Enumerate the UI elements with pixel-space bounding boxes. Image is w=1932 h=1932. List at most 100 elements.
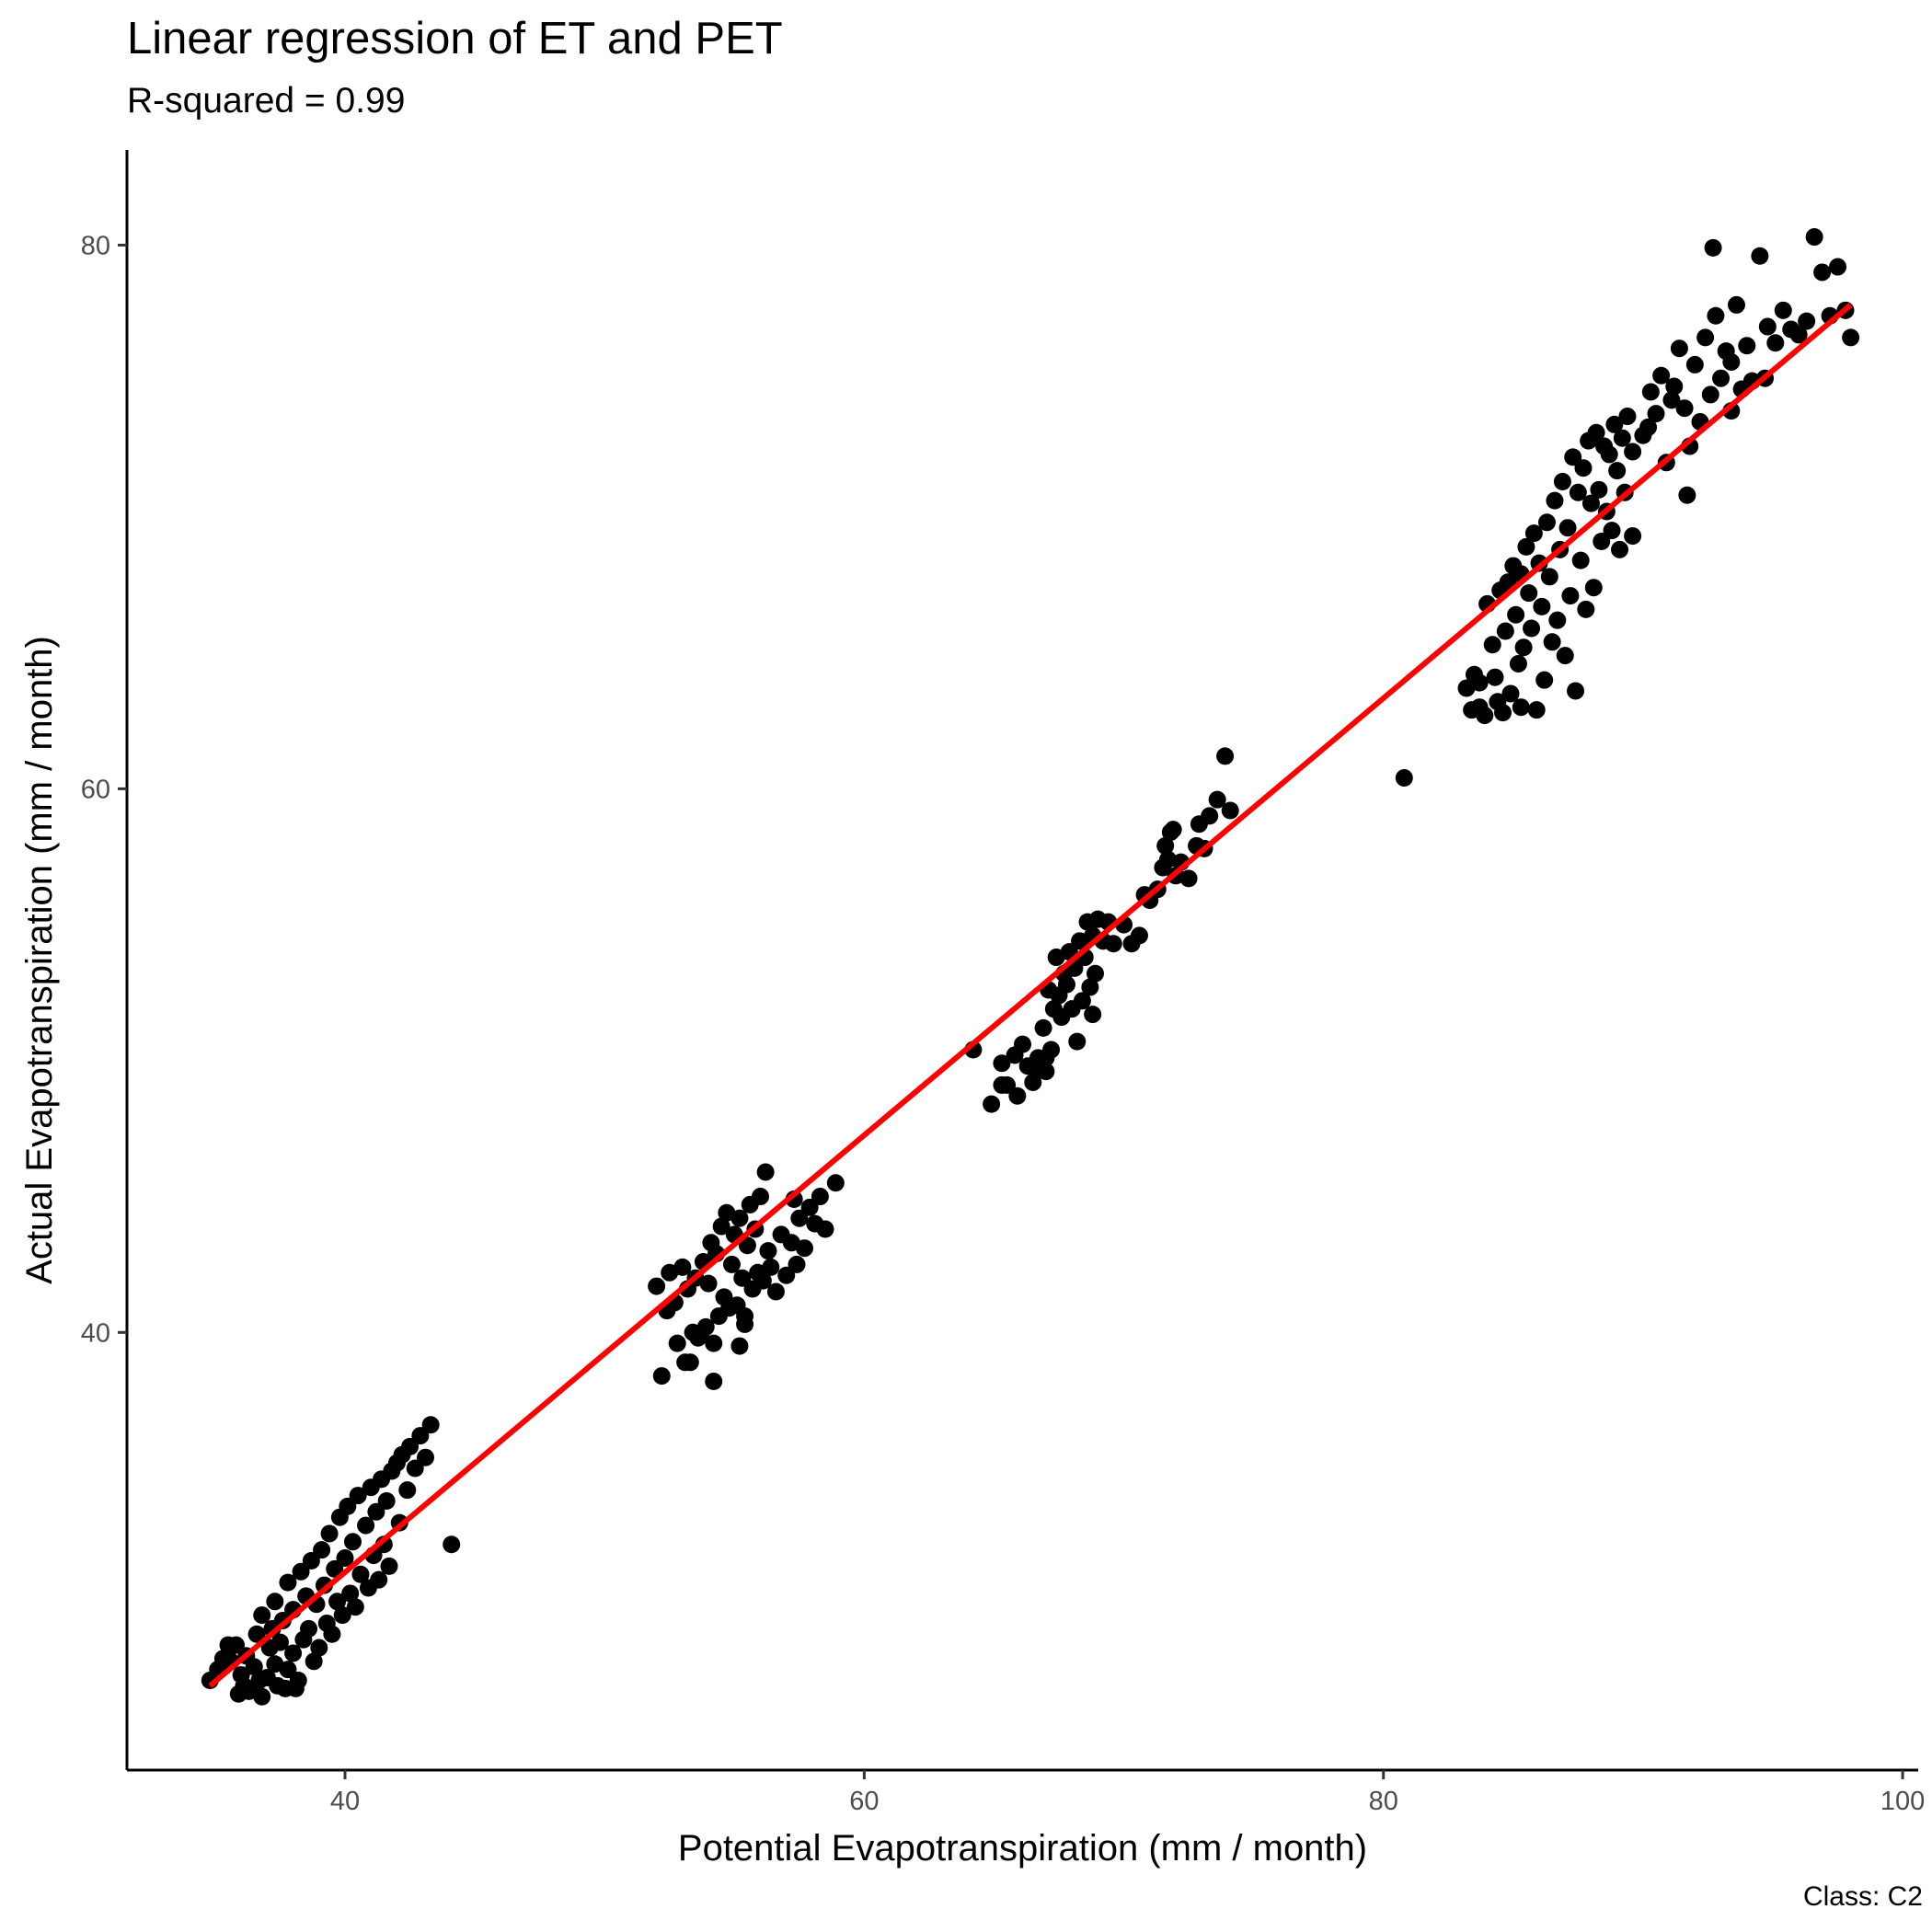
data-point — [286, 1679, 305, 1697]
data-point — [1798, 312, 1816, 330]
data-point — [443, 1535, 461, 1554]
data-point — [417, 1448, 434, 1466]
data-point — [250, 1671, 269, 1689]
data-point — [339, 1497, 357, 1515]
data-point — [766, 1282, 785, 1301]
x-tick-label: 100 — [1880, 1787, 1925, 1816]
data-point — [333, 1606, 351, 1625]
data-point — [1581, 494, 1600, 512]
data-point — [1766, 334, 1785, 352]
data-point — [1805, 228, 1823, 247]
data-point — [1738, 337, 1756, 355]
data-point — [756, 1163, 775, 1181]
data-point — [1535, 671, 1554, 689]
data-point — [1707, 306, 1725, 325]
data-point — [738, 1236, 756, 1255]
data-point — [377, 1491, 396, 1510]
data-point — [1665, 377, 1684, 396]
data-point — [336, 1549, 354, 1568]
data-point — [380, 1557, 398, 1575]
data-point — [1027, 1060, 1045, 1078]
data-point — [326, 1559, 344, 1578]
data-point — [1652, 366, 1671, 385]
data-point — [1553, 472, 1571, 490]
data-point — [421, 1416, 440, 1434]
data-point — [1613, 429, 1631, 447]
data-point — [1546, 491, 1564, 510]
data-point — [1618, 408, 1637, 426]
data-point — [816, 1220, 834, 1238]
data-point — [1662, 391, 1681, 409]
data-point — [229, 1685, 247, 1703]
data-point — [1603, 522, 1621, 540]
data-point — [1527, 701, 1546, 719]
data-point — [699, 1274, 718, 1293]
data-point — [733, 1269, 752, 1287]
data-point — [320, 1524, 339, 1543]
y-tick-label: 80 — [81, 231, 110, 260]
data-point — [279, 1573, 297, 1592]
data-point — [1774, 301, 1792, 319]
data-point — [346, 1598, 364, 1616]
data-point — [292, 1562, 310, 1581]
data-point — [993, 1075, 1011, 1094]
data-point — [811, 1188, 829, 1206]
data-point — [795, 1239, 813, 1258]
data-point — [1608, 462, 1627, 480]
data-point — [1647, 405, 1665, 423]
data-point — [730, 1209, 749, 1227]
data-point — [284, 1644, 303, 1662]
data-point — [1507, 605, 1525, 624]
x-tick-label: 40 — [330, 1787, 360, 1816]
data-point — [1537, 513, 1556, 532]
data-point — [1593, 532, 1611, 550]
data-point — [1201, 807, 1219, 825]
data-point — [328, 1593, 347, 1611]
data-point — [343, 1533, 362, 1551]
data-point — [1675, 399, 1694, 418]
data-point — [1561, 587, 1580, 605]
data-point — [1501, 684, 1520, 703]
data-point — [1543, 633, 1561, 651]
data-point — [349, 1487, 367, 1505]
data-point — [1087, 964, 1105, 983]
data-point — [1470, 698, 1489, 717]
y-tick-label: 40 — [81, 1318, 110, 1348]
data-point — [310, 1639, 328, 1657]
data-point — [266, 1593, 284, 1611]
x-tick-label: 60 — [849, 1787, 879, 1816]
data-point — [367, 1502, 385, 1521]
data-point — [753, 1271, 772, 1290]
data-point — [1639, 418, 1658, 436]
data-point — [245, 1658, 263, 1676]
data-point — [1685, 355, 1704, 374]
data-point — [1208, 790, 1226, 809]
data-point — [1470, 673, 1489, 692]
data-point — [1496, 622, 1514, 640]
data-point — [1641, 383, 1660, 401]
data-point — [1758, 317, 1777, 336]
data-point — [790, 1209, 809, 1227]
chart-title: Linear regression of ET and PET — [127, 14, 783, 63]
data-point — [681, 1353, 699, 1372]
data-point — [1179, 869, 1198, 888]
data-point — [983, 1095, 1001, 1113]
data-point — [752, 1188, 770, 1206]
data-point — [1084, 1006, 1102, 1024]
data-point — [1161, 823, 1179, 842]
data-point — [712, 1217, 730, 1236]
data-point — [253, 1606, 271, 1625]
data-point — [1712, 369, 1731, 387]
data-point — [406, 1459, 424, 1478]
y-tick-label: 60 — [81, 775, 110, 804]
data-point — [1574, 459, 1593, 477]
data-point — [1014, 1035, 1031, 1053]
chart-caption: Class: C2 — [1802, 1881, 1923, 1912]
data-point — [1722, 352, 1741, 371]
x-tick-label: 80 — [1369, 1787, 1398, 1816]
data-point — [1611, 540, 1628, 558]
data-point — [1556, 647, 1574, 665]
x-axis-title: Potential Evapotranspiration (mm / month… — [678, 1828, 1367, 1869]
data-point — [1548, 611, 1567, 629]
